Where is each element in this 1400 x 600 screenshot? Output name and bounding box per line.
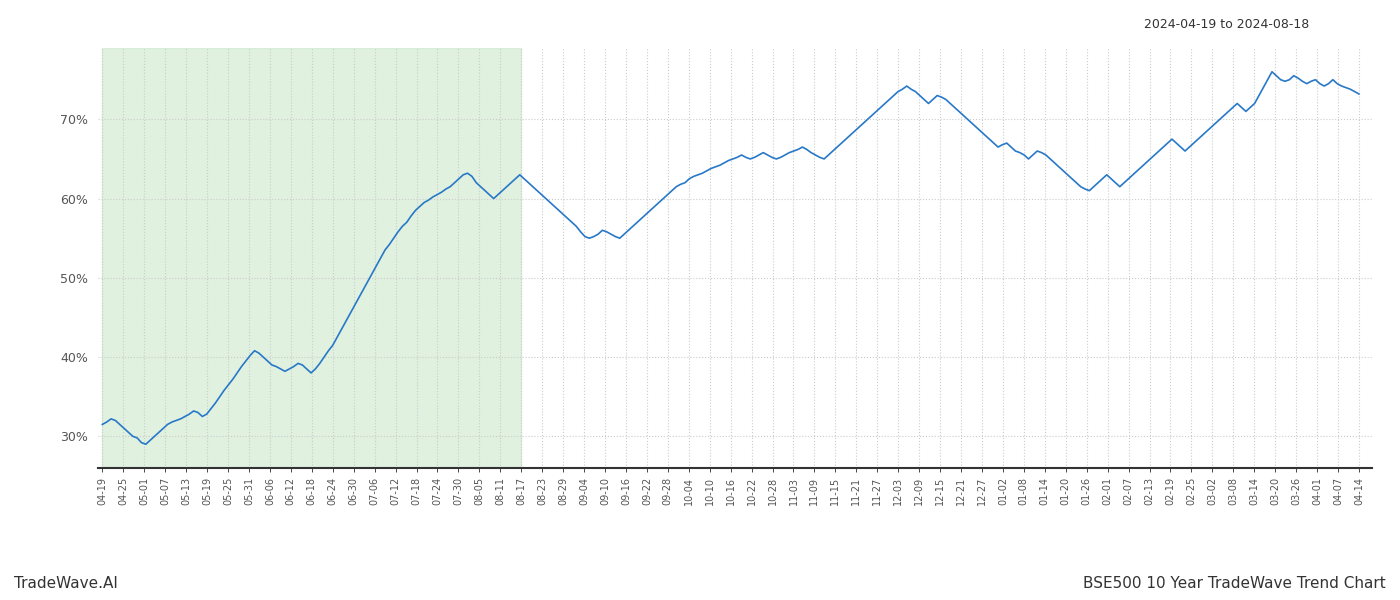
Text: BSE500 10 Year TradeWave Trend Chart: BSE500 10 Year TradeWave Trend Chart bbox=[1084, 576, 1386, 591]
Text: 2024-04-19 to 2024-08-18: 2024-04-19 to 2024-08-18 bbox=[1144, 18, 1309, 31]
Bar bbox=[102, 48, 521, 468]
Text: TradeWave.AI: TradeWave.AI bbox=[14, 576, 118, 591]
